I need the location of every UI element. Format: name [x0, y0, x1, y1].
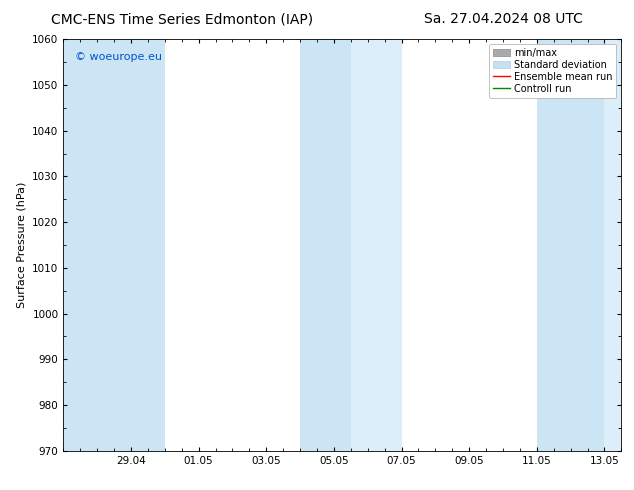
Text: CMC-ENS Time Series Edmonton (IAP): CMC-ENS Time Series Edmonton (IAP) — [51, 12, 313, 26]
Legend: min/max, Standard deviation, Ensemble mean run, Controll run: min/max, Standard deviation, Ensemble me… — [489, 44, 616, 98]
Bar — [537, 39, 604, 451]
Text: Sa. 27.04.2024 08 UTC: Sa. 27.04.2024 08 UTC — [424, 12, 583, 26]
Y-axis label: Surface Pressure (hPa): Surface Pressure (hPa) — [16, 182, 27, 308]
Bar — [63, 39, 165, 451]
Bar — [300, 39, 351, 451]
Bar — [604, 39, 634, 451]
Text: © woeurope.eu: © woeurope.eu — [75, 51, 162, 62]
Bar — [351, 39, 401, 451]
